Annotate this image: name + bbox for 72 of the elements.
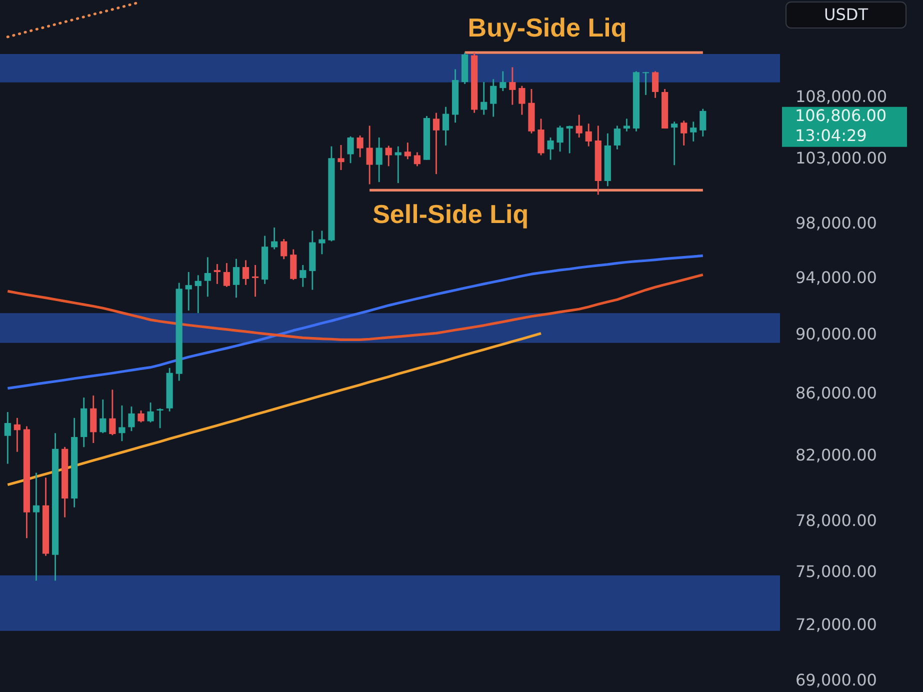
- candlestick: [242, 260, 250, 286]
- candlestick: [585, 122, 592, 148]
- candlestick: [385, 145, 392, 167]
- candlestick: [442, 106, 450, 146]
- candlestick: [100, 398, 106, 434]
- candlestick: [138, 410, 144, 424]
- candlestick: [90, 394, 97, 444]
- candlestick: [318, 230, 326, 255]
- candlestick: [576, 114, 582, 138]
- candlestick: [147, 402, 154, 424]
- y-tick-label: 82,000.00: [796, 446, 877, 465]
- candlestick: [194, 274, 202, 314]
- candlestick: [566, 125, 573, 154]
- y-tick-label: 90,000.00: [796, 324, 877, 344]
- candlestick: [214, 263, 220, 285]
- candlestick: [414, 152, 420, 167]
- candlestick: [366, 125, 373, 185]
- series-label: Buy-Side Liq: [468, 12, 627, 43]
- candlestick: [232, 258, 240, 298]
- candlestick: [556, 125, 564, 152]
- y-tick-label: 78,000.00: [796, 510, 877, 530]
- text: 106,806.00: [795, 106, 887, 125]
- candlestick: [271, 226, 278, 250]
- series-label: Sell-Side Liq: [372, 199, 529, 230]
- candlestick: [32, 472, 40, 582]
- candlestick: [128, 406, 135, 432]
- y-tick-label: 69,000.00: [796, 670, 877, 690]
- candlestick: [223, 262, 230, 288]
- candlestick: [338, 144, 344, 171]
- candlestick: [356, 134, 364, 158]
- y-tick-label: 98,000.00: [796, 214, 877, 232]
- candlestick: [547, 136, 554, 161]
- candlestick: [509, 66, 516, 106]
- candlestick: [642, 71, 650, 96]
- candlestick: [432, 112, 440, 175]
- candlestick: [252, 264, 259, 298]
- candlestick: [156, 408, 164, 429]
- candlestick: [652, 70, 659, 99]
- candlestick: [347, 136, 354, 164]
- candlestick: [185, 271, 192, 312]
- text: 13:04:29: [795, 126, 867, 145]
- candlestick: [404, 142, 411, 160]
- candlestick: [280, 238, 288, 260]
- line-series: [6, 332, 542, 486]
- candlestick: [518, 85, 526, 116]
- candlestick: [700, 108, 706, 138]
- candlestick: [376, 136, 382, 183]
- line-series: [6, 254, 704, 390]
- candlestick: [480, 81, 488, 116]
- candlestick: [690, 120, 697, 142]
- candlestick: [614, 125, 620, 150]
- candlestick: [109, 388, 116, 436]
- candlestick: [118, 404, 126, 442]
- candlestick: [204, 256, 211, 298]
- y-tick-label: 75,000.00: [796, 562, 877, 581]
- candlestick: [680, 120, 688, 146]
- y-tick-label: 108,000.00: [796, 86, 888, 106]
- candlestick: [14, 417, 20, 453]
- candlestick: [394, 146, 402, 184]
- candlestick: [490, 78, 497, 118]
- text: USDT: [824, 5, 868, 24]
- candlestick: [623, 118, 630, 132]
- y-tick-label: 94,000.00: [796, 268, 877, 287]
- y-tick-label: 86,000.00: [796, 384, 877, 403]
- candlestick: [300, 264, 306, 288]
- line-series: [6, 273, 704, 342]
- candlestick: [4, 411, 11, 464]
- y-tick-label: 72,000.00: [796, 615, 877, 634]
- candlestick: [671, 120, 678, 166]
- y-tick-label: 103,000.00: [796, 148, 888, 168]
- candlestick: [500, 70, 506, 92]
- candlestick: [538, 118, 544, 156]
